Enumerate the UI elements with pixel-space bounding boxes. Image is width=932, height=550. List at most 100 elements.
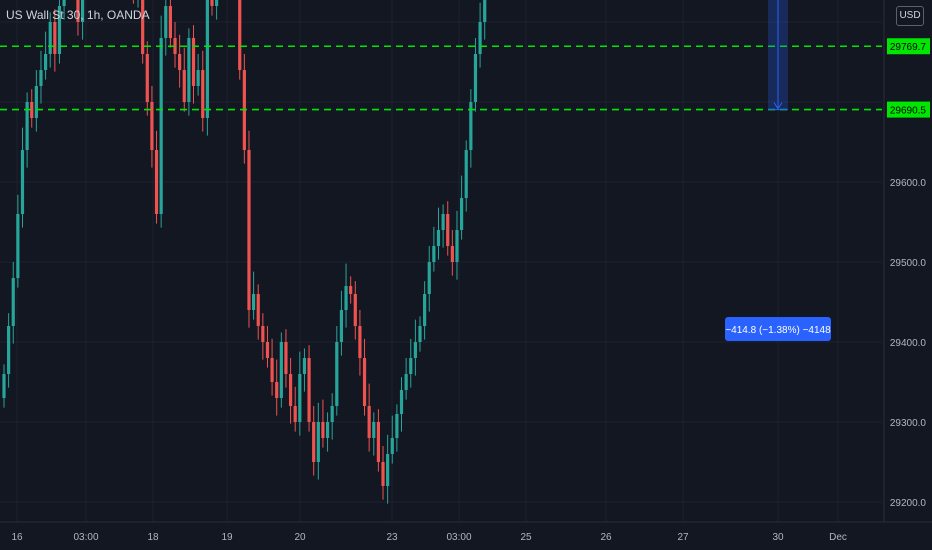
candle bbox=[427, 262, 431, 294]
candle bbox=[154, 150, 159, 214]
candle bbox=[265, 342, 270, 358]
level-price-tag bbox=[887, 38, 930, 55]
candle bbox=[478, 22, 482, 54]
candle bbox=[34, 86, 38, 118]
time-tick-label: 16 bbox=[11, 532, 23, 543]
candle bbox=[178, 54, 182, 70]
candle bbox=[205, 0, 209, 118]
candle bbox=[464, 150, 468, 198]
candle bbox=[483, 0, 487, 22]
time-tick-label: 19 bbox=[221, 532, 233, 543]
candle bbox=[436, 230, 441, 246]
candle bbox=[316, 422, 320, 462]
candle bbox=[390, 438, 394, 454]
candle bbox=[44, 54, 48, 70]
candle bbox=[455, 230, 459, 262]
candle bbox=[432, 246, 436, 262]
candle bbox=[196, 70, 200, 86]
candle bbox=[145, 54, 149, 102]
candle bbox=[2, 374, 6, 398]
candle bbox=[339, 310, 344, 342]
candle bbox=[20, 150, 25, 214]
candle bbox=[298, 374, 302, 422]
candle bbox=[367, 406, 371, 438]
candle bbox=[168, 6, 172, 38]
candle bbox=[11, 278, 15, 326]
price-tick-label: 29300.0 bbox=[890, 418, 927, 429]
candle bbox=[441, 214, 445, 230]
level-price-tag bbox=[887, 101, 930, 118]
candle bbox=[80, 0, 85, 22]
time-tick-label: 20 bbox=[294, 532, 306, 543]
time-tick-label: 03:00 bbox=[446, 532, 471, 543]
candle bbox=[76, 0, 80, 22]
candle bbox=[325, 422, 330, 438]
price-tick-label: 29400.0 bbox=[890, 338, 927, 349]
candle bbox=[372, 422, 376, 438]
candle bbox=[376, 422, 380, 462]
time-tick-label: 18 bbox=[147, 532, 159, 543]
candle bbox=[150, 102, 154, 150]
candle bbox=[330, 406, 334, 422]
measure-label-box bbox=[725, 317, 831, 341]
candle bbox=[238, 0, 242, 70]
candle bbox=[321, 422, 325, 438]
price-tick-label: 29500.0 bbox=[890, 258, 927, 269]
candle bbox=[353, 294, 357, 326]
candle bbox=[141, 0, 145, 54]
time-tick-label: 03:00 bbox=[73, 532, 98, 543]
candle bbox=[48, 22, 52, 54]
price-tick-label: 29600.0 bbox=[890, 178, 927, 189]
candle bbox=[460, 198, 464, 230]
candle bbox=[25, 102, 29, 150]
candle bbox=[261, 326, 265, 342]
price-axis[interactable] bbox=[884, 0, 932, 550]
candle bbox=[418, 326, 422, 342]
candle bbox=[187, 38, 191, 102]
candle bbox=[344, 286, 348, 310]
time-tick-label: 23 bbox=[386, 532, 398, 543]
measure-label: −414.8 (−1.38%) −4148 bbox=[725, 325, 831, 336]
candle bbox=[423, 294, 427, 326]
candle bbox=[164, 6, 168, 38]
arrow-down-icon bbox=[773, 102, 783, 110]
price-tick-label: 29200.0 bbox=[890, 498, 927, 509]
chart-title: US Wall St 30, 1h, OANDA bbox=[6, 8, 150, 22]
time-tick-label: Dec bbox=[829, 532, 847, 543]
candle bbox=[399, 390, 404, 414]
candle bbox=[413, 342, 417, 358]
candle bbox=[409, 358, 413, 374]
candle bbox=[30, 102, 34, 118]
candle bbox=[446, 214, 450, 246]
candle bbox=[386, 454, 390, 486]
candle bbox=[16, 214, 20, 278]
candle bbox=[215, 0, 219, 6]
candle bbox=[53, 22, 57, 54]
candle bbox=[293, 406, 297, 422]
candle bbox=[358, 326, 362, 358]
candle bbox=[335, 342, 339, 406]
candle bbox=[404, 374, 408, 390]
candle bbox=[279, 342, 283, 398]
candle bbox=[302, 358, 307, 374]
candle bbox=[252, 294, 256, 310]
candle bbox=[270, 358, 274, 382]
level-price-label: 29690.5 bbox=[890, 106, 927, 117]
candle bbox=[62, 0, 66, 6]
candle bbox=[381, 462, 385, 486]
candle bbox=[362, 358, 367, 406]
time-tick-label: 26 bbox=[600, 532, 612, 543]
candle bbox=[182, 70, 186, 102]
level-price-label: 29769.7 bbox=[890, 42, 927, 53]
candle bbox=[39, 70, 43, 86]
candle bbox=[7, 326, 11, 374]
candle bbox=[173, 38, 177, 54]
candle bbox=[450, 246, 454, 262]
currency-button[interactable]: USD bbox=[896, 6, 924, 26]
time-tick-label: 27 bbox=[677, 532, 689, 543]
candle bbox=[57, 6, 62, 54]
candle bbox=[284, 342, 288, 374]
candle bbox=[349, 286, 353, 294]
